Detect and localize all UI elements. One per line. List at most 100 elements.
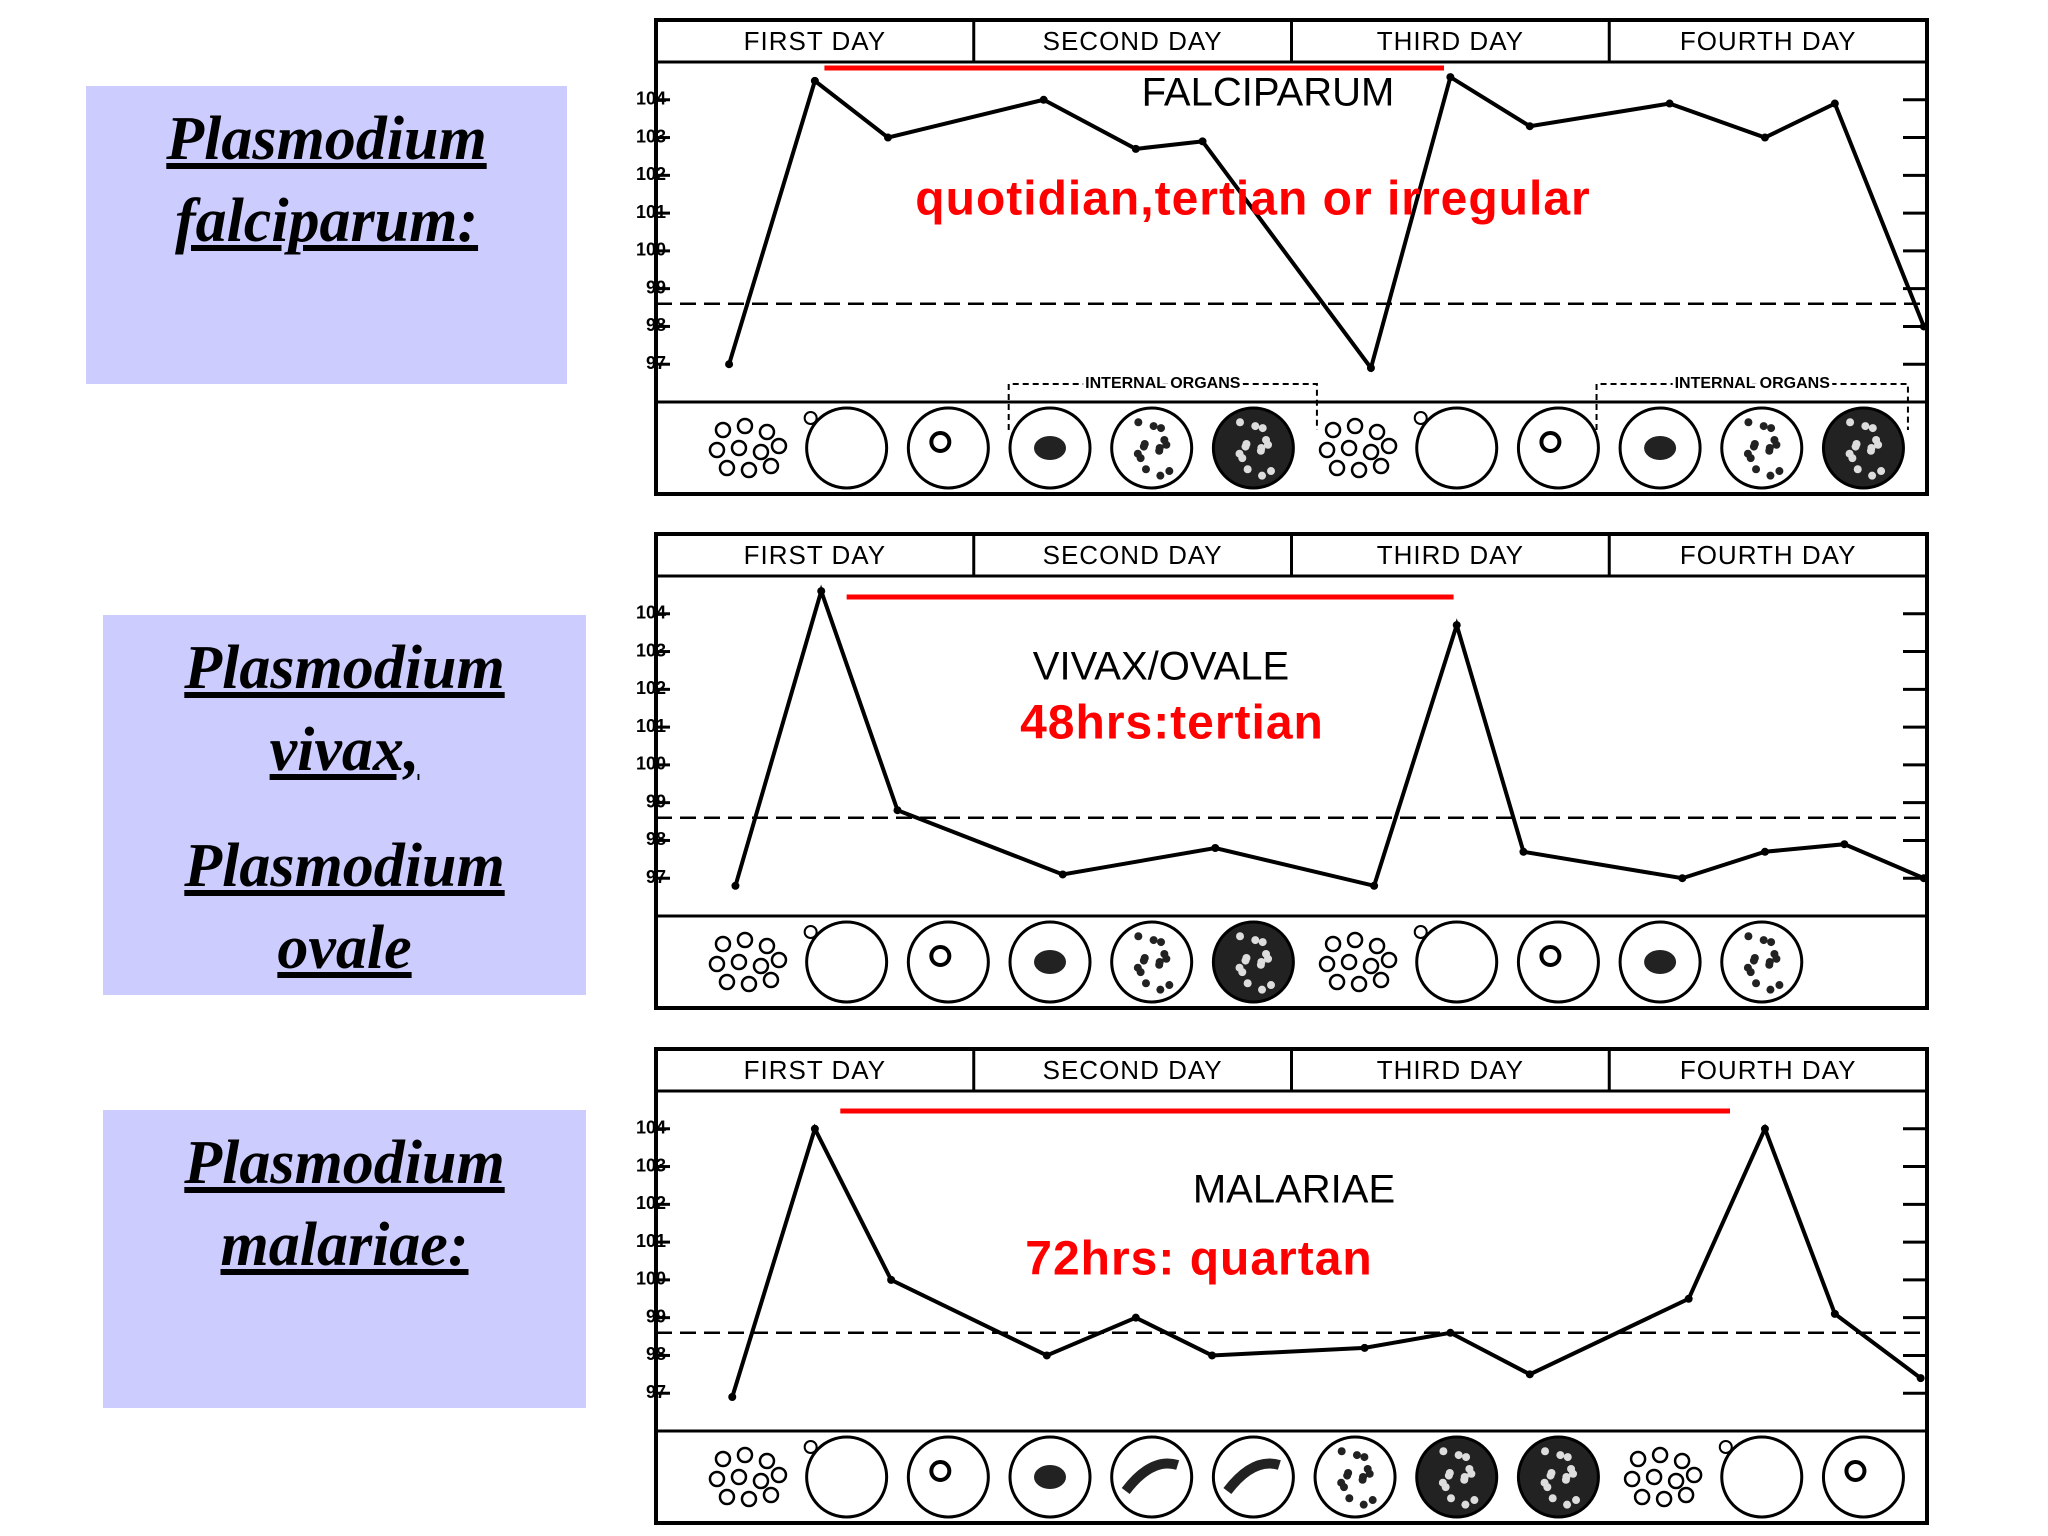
merozoite [1267, 981, 1276, 990]
annotation: INTERNAL ORGANS [1675, 375, 1831, 392]
blood-cell-dot [1340, 439, 1358, 457]
merozoite [1765, 446, 1774, 455]
blood-cell [1415, 406, 1499, 490]
merozoite [1258, 424, 1267, 433]
y-tick-label: 100 [636, 240, 666, 260]
blood-cell-dot [752, 1472, 770, 1490]
merozoite [1866, 446, 1875, 455]
species-label: ovale [277, 914, 412, 982]
merozoite [1766, 985, 1775, 994]
species-label: vivax, [269, 716, 420, 784]
y-tick-label: 99 [646, 791, 666, 811]
y-tick-label: 97 [646, 353, 666, 373]
blood-cell-dot [1362, 957, 1380, 975]
blood-cell-dot [1667, 1472, 1685, 1490]
day-label: FIRST DAY [744, 1055, 886, 1085]
merozoite [1267, 467, 1276, 476]
merozoite [1258, 985, 1267, 994]
merozoite [1467, 1469, 1476, 1478]
blood-cell-dot [803, 1440, 818, 1454]
y-tick-label: 100 [636, 1269, 666, 1289]
temperature-point [1519, 847, 1528, 856]
merozoite [1251, 422, 1260, 431]
species-label: Plasmodium [184, 1129, 505, 1197]
blood-cell-dot [1368, 937, 1386, 955]
day-label: THIRD DAY [1377, 540, 1524, 570]
temperature-point [1830, 99, 1839, 108]
day-label: FOURTH DAY [1680, 540, 1857, 570]
blood-cell-dot [1677, 1486, 1695, 1504]
chart-title: MALARIAE [1193, 1168, 1395, 1212]
species-box: Plasmodium malariae: [103, 1110, 586, 1408]
merozoite [1264, 954, 1273, 963]
blood-cell-dot [758, 1452, 776, 1470]
merozoite [1134, 418, 1143, 427]
y-tick-label: 97 [646, 1382, 666, 1402]
blood-cell [1720, 406, 1804, 490]
merozoite [1772, 440, 1781, 449]
y-tick-label: 101 [636, 1231, 666, 1251]
blood-cell-dot [714, 935, 732, 953]
merozoite [1345, 1494, 1354, 1503]
y-tick-label: 103 [636, 640, 666, 660]
temperature-line [733, 584, 1925, 889]
merozoite [1766, 471, 1775, 480]
merozoite [1236, 932, 1245, 941]
merozoite [1242, 439, 1251, 448]
y-tick-label: 99 [646, 1306, 666, 1326]
merozoite [1149, 936, 1158, 945]
blood-cell [805, 406, 889, 490]
merozoite [1447, 1494, 1456, 1503]
blood-cell-dot [714, 1450, 732, 1468]
blood-cell-dot [714, 421, 732, 439]
blood-cell-dot [1328, 459, 1346, 477]
merozoite [1454, 1451, 1463, 1460]
y-tick-label: 104 [636, 89, 666, 109]
merozoite [1243, 979, 1252, 988]
temperature-point [1919, 322, 1928, 331]
ring-stage [1539, 431, 1562, 453]
temperature-point [1131, 1313, 1140, 1322]
blood-cell-dot [1318, 955, 1336, 973]
blood-cell-dot [740, 975, 758, 993]
merozoite [1133, 963, 1142, 972]
temperature-point [887, 1275, 896, 1284]
merozoite [1365, 1469, 1374, 1478]
blood-cell-dot [730, 953, 748, 971]
merozoite [1352, 1451, 1361, 1460]
species-box: Plasmodium falciparum: [86, 86, 567, 384]
merozoite [1462, 1453, 1471, 1462]
merozoite [1752, 979, 1761, 988]
chart-subtitle: 72hrs: quartan [1025, 1233, 1372, 1286]
blood-cell-dot [762, 457, 780, 475]
merozoite [1861, 422, 1870, 431]
temperature-point [731, 881, 740, 890]
day-label: FOURTH DAY [1680, 26, 1857, 56]
blood-cell [1720, 920, 1804, 1004]
ring-stage [929, 945, 952, 967]
blood-cell-dot [730, 1468, 748, 1486]
temperature-point [1525, 122, 1534, 131]
merozoite [1767, 424, 1776, 433]
blood-cell-dot [1623, 1470, 1641, 1488]
day-label: FIRST DAY [744, 26, 886, 56]
blood-cell-dot [740, 461, 758, 479]
merozoite [1569, 1469, 1578, 1478]
blood-cell [1211, 1435, 1295, 1519]
blood-cell-dot [1673, 1452, 1691, 1470]
merozoite [1344, 1468, 1353, 1477]
species-label: malariae: [220, 1211, 469, 1279]
temperature-point [893, 806, 902, 815]
merozoite [1156, 985, 1165, 994]
blood-cell-dot [1346, 417, 1364, 435]
blood-cell-dot [1318, 441, 1336, 459]
merozoite [1165, 981, 1174, 990]
day-label: SECOND DAY [1043, 26, 1223, 56]
merozoite [1759, 936, 1768, 945]
merozoite [1563, 1500, 1572, 1509]
temperature-point [1525, 1370, 1534, 1379]
merozoite [1541, 1447, 1550, 1456]
merozoite [1868, 424, 1877, 433]
merozoite [1337, 1447, 1346, 1456]
blood-cell-dot [736, 931, 754, 949]
